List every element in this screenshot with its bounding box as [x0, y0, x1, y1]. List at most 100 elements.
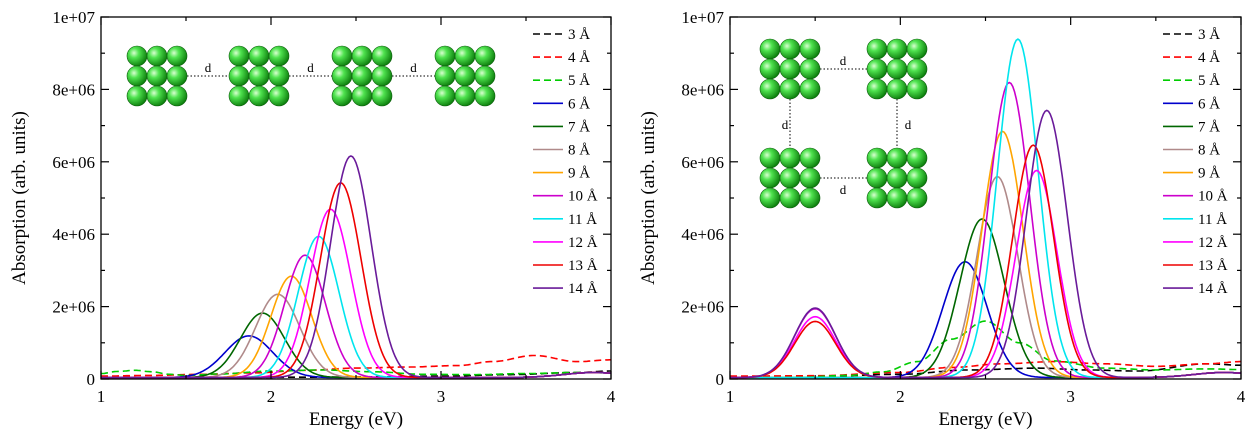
atom-sphere	[331, 65, 353, 87]
atom-sphere	[248, 45, 270, 67]
legend-label: 13 Å	[568, 258, 598, 274]
atom-sphere	[779, 78, 801, 100]
legend-label: 11 Å	[568, 212, 597, 228]
atom-sphere	[799, 78, 821, 100]
y-axis-title: Absorption (arb. units)	[9, 111, 30, 285]
atom-sphere	[371, 85, 393, 107]
atom-sphere	[434, 45, 456, 67]
distance-label: d	[840, 182, 847, 197]
atom-sphere	[906, 187, 928, 209]
legend-label: 9 Å	[568, 166, 590, 182]
series-line	[730, 362, 1241, 379]
legend-label: 5 Å	[1198, 73, 1220, 89]
legend-label: 6 Å	[1198, 96, 1220, 112]
atom-sphere	[166, 65, 188, 87]
legend-label: 7 Å	[1198, 119, 1220, 135]
atom-sphere	[759, 38, 781, 60]
y-tick-label: 6e+06	[52, 153, 95, 172]
atom-sphere	[351, 85, 373, 107]
atom-sphere	[759, 167, 781, 189]
legend-label: 12 Å	[1198, 235, 1228, 251]
atom-sphere	[886, 167, 908, 189]
distance-label: d	[410, 60, 417, 75]
legend-label: 11 Å	[1198, 212, 1227, 228]
atom-sphere	[474, 85, 496, 107]
inset-diagram: d d d d	[759, 38, 928, 209]
atom-sphere	[126, 85, 148, 107]
y-tick-label: 0	[87, 370, 96, 389]
legend-label: 3 Å	[1198, 27, 1220, 43]
legend-label: 12 Å	[568, 235, 598, 251]
x-tick-label: 4	[607, 387, 616, 406]
legend-label: 10 Å	[568, 189, 598, 205]
series-group	[101, 155, 611, 379]
atom-sphere	[126, 45, 148, 67]
series-line	[101, 254, 611, 379]
legend: 3 Å 4 Å 5 Å 6 Å 7 Å 8 Å 9 Å 10 Å 11 Å 12 Å 13 Å 14 …	[1163, 27, 1228, 297]
series-line	[730, 360, 1241, 377]
legend-label: 3 Å	[568, 27, 590, 43]
y-tick-label: 2e+06	[681, 298, 724, 317]
legend-label: 13 Å	[1198, 258, 1228, 274]
atom-sphere	[759, 187, 781, 209]
distance-label: d	[905, 117, 912, 132]
atom-sphere	[906, 38, 928, 60]
atom-sphere	[759, 147, 781, 169]
legend-label: 5 Å	[568, 73, 590, 89]
atom-sphere	[799, 58, 821, 80]
y-tick-label: 4e+06	[681, 225, 724, 244]
atom-sphere	[146, 85, 168, 107]
atom-sphere	[886, 58, 908, 80]
y-tick-label: 8e+06	[681, 80, 724, 99]
atom-sphere	[268, 65, 290, 87]
atom-sphere	[886, 78, 908, 100]
y-tick-label: 6e+06	[681, 153, 724, 172]
atom-sphere	[331, 85, 353, 107]
atom-sphere	[228, 85, 250, 107]
atom-sphere	[866, 58, 888, 80]
y-tick-label: 4e+06	[52, 225, 95, 244]
atom-sphere	[886, 38, 908, 60]
x-tick-label: 3	[1066, 387, 1075, 406]
x-tick-label: 1	[726, 387, 735, 406]
atom-sphere	[351, 65, 373, 87]
y-tick-label: 1e+07	[52, 8, 95, 27]
chart-panel-right: 1 2 3 4 0 2e+06 4e+06 6e+06 8e+06 1e+07 Energy (eV…	[638, 8, 1246, 430]
atom-sphere	[248, 85, 270, 107]
atom-sphere	[866, 38, 888, 60]
atom-sphere	[799, 187, 821, 209]
atom-sphere	[886, 187, 908, 209]
x-tick-label: 2	[267, 387, 276, 406]
atom-sphere	[146, 65, 168, 87]
atom-sphere	[759, 58, 781, 80]
atom-sphere	[866, 187, 888, 209]
atom-sphere	[799, 167, 821, 189]
legend-label: 8 Å	[1198, 143, 1220, 159]
atom-sphere	[371, 65, 393, 87]
atom-sphere	[779, 38, 801, 60]
atom-sphere	[166, 85, 188, 107]
y-tick-label: 1e+07	[681, 8, 724, 27]
atom-sphere	[434, 65, 456, 87]
atom-sphere	[166, 45, 188, 67]
x-tick-label: 1	[97, 387, 106, 406]
atom-sphere	[126, 65, 148, 87]
legend-label: 9 Å	[1198, 166, 1220, 182]
distance-label: d	[782, 117, 789, 132]
legend-label: 14 Å	[1198, 281, 1228, 297]
legend-label: 4 Å	[568, 50, 590, 66]
atom-sphere	[799, 147, 821, 169]
series-line	[101, 235, 611, 379]
y-axis-title: Absorption (arb. units)	[638, 111, 659, 285]
atom-sphere	[268, 85, 290, 107]
chart-panel-left: 1 2 3 4 0 2e+06 4e+06 6e+06 8e+06 1e+07 Energy (eV…	[9, 8, 616, 430]
atom-sphere	[906, 58, 928, 80]
series-line	[101, 275, 611, 379]
legend-label: 14 Å	[568, 281, 598, 297]
atom-sphere	[759, 78, 781, 100]
series-line	[101, 354, 611, 377]
atom-sphere	[906, 167, 928, 189]
legend: 3 Å 4 Å 5 Å 6 Å 7 Å 8 Å 9 Å 10 Å 11 Å 12 Å 13 Å 14 …	[533, 27, 598, 297]
y-tick-label: 2e+06	[52, 298, 95, 317]
